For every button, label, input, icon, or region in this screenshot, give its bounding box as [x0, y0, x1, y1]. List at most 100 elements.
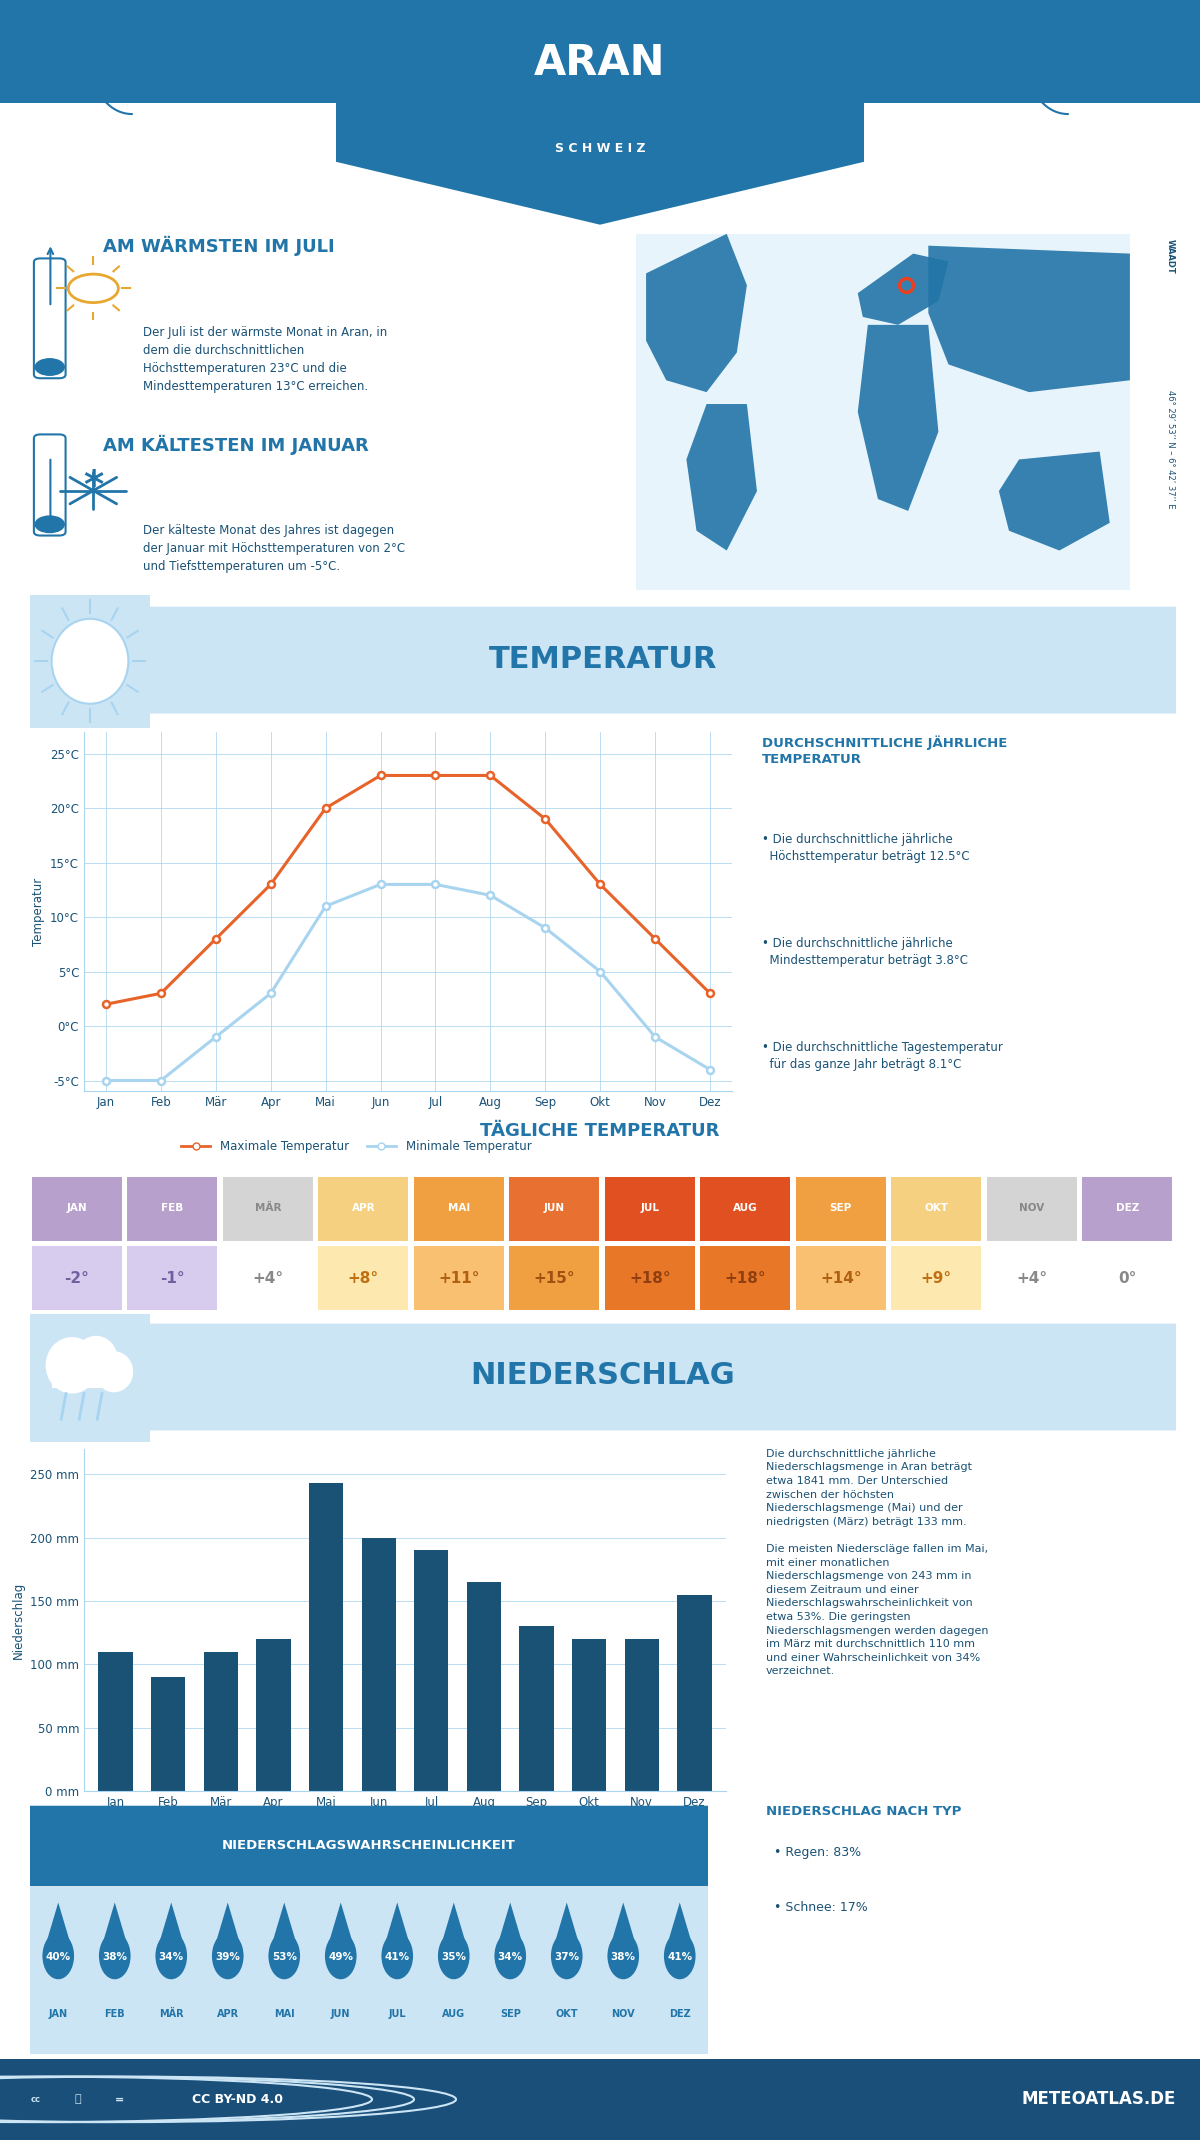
Polygon shape [157, 1902, 185, 1950]
Polygon shape [439, 1902, 468, 1950]
Bar [257, 1639, 290, 1791]
Text: APR: APR [352, 1203, 376, 1213]
Text: JUL: JUL [389, 2009, 406, 2020]
Polygon shape [336, 0, 864, 225]
Text: WAADT: WAADT [1165, 240, 1175, 274]
FancyBboxPatch shape [701, 1245, 790, 1310]
FancyBboxPatch shape [34, 259, 66, 379]
Text: 49%: 49% [329, 1952, 353, 1962]
Polygon shape [998, 452, 1110, 550]
Bar [361, 1537, 396, 1791]
Text: *: * [83, 469, 103, 505]
Text: MAI: MAI [448, 1203, 470, 1213]
FancyBboxPatch shape [7, 608, 1199, 713]
Text: JAN: JAN [49, 2009, 68, 2020]
Text: NOV: NOV [1019, 1203, 1044, 1213]
Circle shape [74, 1335, 118, 1382]
Text: +18°: +18° [725, 1271, 766, 1286]
FancyBboxPatch shape [34, 434, 66, 535]
Text: ARAN: ARAN [534, 43, 666, 83]
Text: +15°: +15° [534, 1271, 575, 1286]
Polygon shape [270, 1902, 299, 1950]
Text: JAN: JAN [66, 1203, 88, 1213]
Text: NIEDERSCHLAG NACH TYP: NIEDERSCHLAG NACH TYP [766, 1804, 961, 1817]
Bar [414, 1549, 449, 1791]
FancyBboxPatch shape [223, 1177, 313, 1241]
FancyBboxPatch shape [318, 1245, 408, 1310]
Text: • Regen: 83%: • Regen: 83% [774, 1845, 862, 1858]
Polygon shape [646, 233, 746, 392]
FancyBboxPatch shape [636, 233, 1130, 591]
FancyBboxPatch shape [986, 1177, 1076, 1241]
Circle shape [95, 1350, 133, 1393]
Bar [467, 1581, 502, 1791]
Text: NIEDERSCHLAG: NIEDERSCHLAG [470, 1361, 736, 1391]
Circle shape [98, 1932, 131, 1980]
Text: NOV: NOV [612, 2009, 635, 2020]
FancyBboxPatch shape [223, 1245, 313, 1310]
Bar [520, 1626, 553, 1791]
Text: MÄR: MÄR [254, 1203, 281, 1213]
FancyBboxPatch shape [701, 1177, 790, 1241]
Bar [625, 1639, 659, 1791]
Text: 41%: 41% [667, 1952, 692, 1962]
Text: MAI: MAI [274, 2009, 294, 2020]
FancyBboxPatch shape [24, 1308, 156, 1449]
Text: +4°: +4° [1016, 1271, 1048, 1286]
Legend: Niederschlagssumme: Niederschlagssumme [192, 1832, 361, 1853]
Polygon shape [101, 1902, 128, 1950]
Bar [677, 1594, 712, 1791]
Bar [572, 1639, 606, 1791]
Text: OKT: OKT [556, 2009, 578, 2020]
Bar [98, 1652, 133, 1791]
Polygon shape [666, 1902, 694, 1950]
Text: FEB: FEB [104, 2009, 125, 2020]
Text: cc: cc [31, 2095, 41, 2104]
Text: +4°: +4° [252, 1271, 283, 1286]
Circle shape [68, 274, 119, 302]
Text: Die durchschnittliche jährliche
Niederschlagsmenge in Aran beträgt
etwa 1841 mm.: Die durchschnittliche jährliche Niedersc… [766, 1449, 988, 1676]
Text: -2°: -2° [65, 1271, 89, 1286]
Text: +9°: +9° [920, 1271, 952, 1286]
Y-axis label: Niederschlag: Niederschlag [12, 1581, 24, 1658]
Text: 41%: 41% [385, 1952, 410, 1962]
FancyBboxPatch shape [30, 1887, 708, 2054]
FancyBboxPatch shape [0, 0, 1200, 103]
Circle shape [438, 1932, 469, 1980]
Circle shape [607, 1932, 640, 1980]
FancyBboxPatch shape [24, 588, 156, 734]
Text: APR: APR [217, 2009, 239, 2020]
Text: +11°: +11° [438, 1271, 480, 1286]
Text: 35%: 35% [442, 1952, 467, 1962]
Text: OKT: OKT [924, 1203, 948, 1213]
Text: SEP: SEP [500, 2009, 521, 2020]
Circle shape [35, 516, 65, 533]
Text: 34%: 34% [498, 1952, 523, 1962]
Text: 40%: 40% [46, 1952, 71, 1962]
Text: 53%: 53% [271, 1952, 296, 1962]
FancyBboxPatch shape [510, 1177, 599, 1241]
FancyBboxPatch shape [1082, 1177, 1172, 1241]
FancyBboxPatch shape [605, 1177, 695, 1241]
Text: CC BY-ND 4.0: CC BY-ND 4.0 [192, 2093, 283, 2106]
Text: AM KÄLTESTEN IM JANUAR: AM KÄLTESTEN IM JANUAR [103, 434, 368, 454]
Circle shape [325, 1932, 356, 1980]
Text: • Die durchschnittliche Tagestemperatur
  für das ganze Jahr beträgt 8.1°C: • Die durchschnittliche Tagestemperatur … [762, 1040, 1003, 1070]
Circle shape [212, 1932, 244, 1980]
Text: AM WÄRMSTEN IM JULI: AM WÄRMSTEN IM JULI [103, 235, 335, 257]
Text: METEOATLAS.DE: METEOATLAS.DE [1021, 2091, 1176, 2108]
Y-axis label: Temperatur: Temperatur [31, 877, 44, 946]
Text: DURCHSCHNITTLICHE JÄHRLICHE
TEMPERATUR: DURCHSCHNITTLICHE JÄHRLICHE TEMPERATUR [762, 736, 1007, 766]
Circle shape [382, 1932, 413, 1980]
Circle shape [42, 1932, 74, 1980]
Text: SEP: SEP [829, 1203, 852, 1213]
FancyBboxPatch shape [32, 1177, 121, 1241]
Text: 39%: 39% [215, 1952, 240, 1962]
Text: JUL: JUL [641, 1203, 659, 1213]
FancyBboxPatch shape [986, 1245, 1076, 1310]
Polygon shape [496, 1902, 524, 1950]
Text: • Die durchschnittliche jährliche
  Höchsttemperatur beträgt 12.5°C: • Die durchschnittliche jährliche Höchst… [762, 832, 970, 862]
FancyBboxPatch shape [318, 1177, 408, 1241]
Text: TEMPERATUR: TEMPERATUR [488, 644, 718, 674]
Circle shape [52, 618, 128, 704]
